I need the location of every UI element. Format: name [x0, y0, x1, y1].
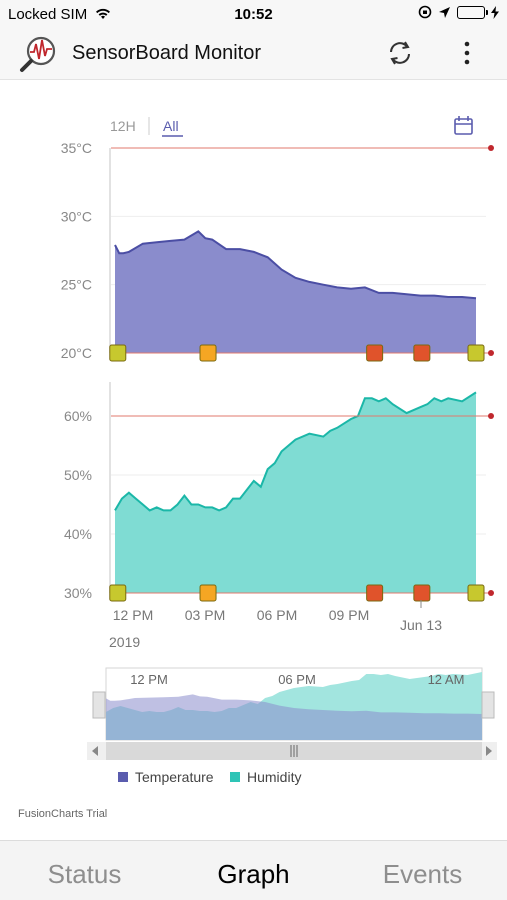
chart-area: 12H All 35°C 30°C 25°C 20°C 60% 50% 40% 30% 12… [0, 80, 507, 840]
tab-graph[interactable]: Graph [217, 859, 290, 889]
legend-label[interactable]: Humidity [247, 769, 301, 785]
timeseries-chart: 12H All 35°C 30°C 25°C 20°C 60% 50% 40% 30% 12… [18, 116, 497, 820]
range-selector: 12H All [110, 116, 473, 137]
app-title: SensorBoard Monitor [72, 42, 261, 64]
app-bar: SensorBoard Monitor [0, 28, 507, 80]
temperature-y-tick-label: 20°C [61, 345, 92, 361]
navigator-tick-label: 12 AM [428, 672, 465, 687]
event-sync-icon[interactable] [109, 344, 127, 362]
status-icons [418, 5, 499, 19]
humidity-line [114, 391, 477, 512]
location-icon [439, 6, 450, 18]
temperature-baseline-marker [488, 350, 494, 356]
chart-legend: Temperature Humidity [118, 769, 301, 785]
legend-swatch[interactable] [118, 772, 128, 782]
legend-swatch[interactable] [230, 772, 240, 782]
refresh-icon[interactable] [385, 38, 415, 68]
event-alert-icon[interactable] [413, 344, 431, 362]
event-alert-icon[interactable] [366, 584, 384, 602]
navigator-tick-label: 12 PM [130, 672, 168, 687]
temperature-plot: 35°C 30°C 25°C 20°C [61, 140, 494, 362]
humidity-plot: 60% 50% 40% 30% [64, 382, 494, 602]
carrier-label: Locked SIM [8, 6, 111, 23]
event-sync-icon[interactable] [109, 584, 127, 602]
x-tick-label: 12 PM [113, 607, 153, 623]
event-sync-icon[interactable] [467, 584, 485, 602]
battery-icon [457, 5, 488, 19]
x-axis: 12 PM 03 PM 06 PM 09 PM Jun 13 2019 [109, 600, 442, 650]
humidity-threshold-marker [488, 413, 494, 419]
scroll-right-icon[interactable] [486, 746, 492, 756]
status-bar: Locked SIM 10:52 [0, 0, 507, 28]
navigator-left-handle[interactable] [92, 691, 106, 719]
tab-status[interactable]: Status [47, 859, 122, 889]
range-option-all[interactable]: All [163, 118, 179, 134]
temperature-y-tick-label: 30°C [61, 208, 92, 224]
event-alert-icon[interactable] [413, 584, 431, 602]
humidity-y-tick-label: 30% [64, 585, 92, 601]
event-alert-icon[interactable] [366, 344, 384, 362]
bottom-tab-bar: Status Graph Events [0, 840, 507, 900]
event-warning-icon[interactable] [199, 584, 217, 602]
charging-icon [491, 5, 499, 19]
heartbeat-magnifier-icon [20, 36, 56, 72]
clock: 10:52 [234, 6, 273, 23]
x-tick-label: 09 PM [329, 607, 369, 623]
event-sync-icon[interactable] [467, 344, 485, 362]
more-vertical-icon[interactable] [455, 38, 479, 68]
navigator-right-handle[interactable] [481, 691, 495, 719]
wifi-icon [96, 8, 111, 19]
navigator-temperature-area [106, 694, 482, 740]
event-warning-icon[interactable] [199, 344, 217, 362]
x-tick-label: Jun 13 [400, 617, 442, 633]
humidity-area [115, 392, 476, 593]
temperature-threshold-marker [488, 145, 494, 151]
temperature-area [115, 231, 476, 353]
humidity-y-tick-label: 40% [64, 526, 92, 542]
humidity-y-tick-label: 60% [64, 408, 92, 424]
legend-label[interactable]: Temperature [135, 769, 214, 785]
calendar-icon[interactable] [454, 116, 473, 135]
carrier-text: Locked SIM [8, 6, 88, 23]
x-tick-label: 06 PM [257, 607, 297, 623]
temperature-y-tick-label: 25°C [61, 277, 92, 293]
orientation-lock-icon [418, 5, 432, 19]
scroll-left-icon[interactable] [92, 746, 98, 756]
time-navigator[interactable]: 12 PM 06 PM 12 AM [87, 667, 497, 760]
navigator-tick-label: 06 PM [278, 672, 316, 687]
temperature-y-tick-label: 35°C [61, 140, 92, 156]
x-year-label: 2019 [109, 634, 140, 650]
temperature-line [114, 230, 477, 300]
x-tick-label: 03 PM [185, 607, 225, 623]
humidity-y-tick-label: 50% [64, 467, 92, 483]
tab-events[interactable]: Events [382, 859, 463, 889]
humidity-baseline-marker [488, 590, 494, 596]
trial-watermark: FusionCharts Trial [18, 808, 107, 820]
range-option-12h[interactable]: 12H [110, 118, 136, 134]
